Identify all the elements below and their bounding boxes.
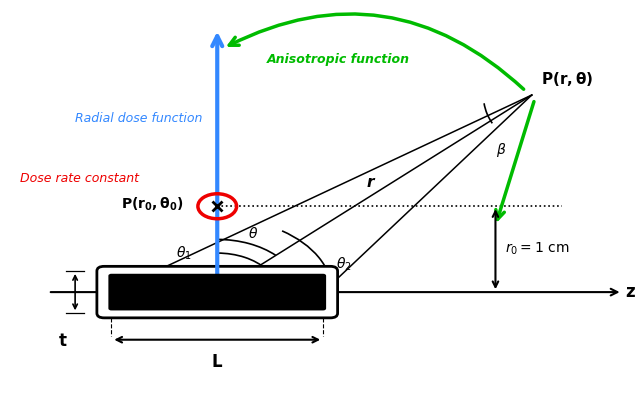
Text: L: L	[212, 353, 223, 371]
FancyBboxPatch shape	[108, 274, 326, 310]
Text: Radial dose function: Radial dose function	[74, 112, 202, 125]
Text: $\mathbf{P(r,\theta)}$: $\mathbf{P(r,\theta)}$	[541, 70, 593, 88]
Text: $\beta$: $\beta$	[496, 141, 507, 159]
Text: $\theta$: $\theta$	[248, 226, 259, 241]
FancyBboxPatch shape	[97, 266, 338, 318]
Text: t: t	[59, 332, 67, 350]
Text: Dose rate constant: Dose rate constant	[20, 173, 139, 185]
Text: Anisotropic function: Anisotropic function	[266, 53, 410, 66]
Text: $\mathbf{P(r_0,\theta_0)}$: $\mathbf{P(r_0,\theta_0)}$	[121, 196, 184, 213]
Text: $r_0 = 1\ \mathrm{cm}$: $r_0 = 1\ \mathrm{cm}$	[505, 241, 569, 257]
Text: r: r	[366, 175, 374, 190]
Text: $\theta_1$: $\theta_1$	[176, 244, 192, 262]
Text: $\theta_2$: $\theta_2$	[336, 256, 352, 274]
Text: z: z	[625, 283, 635, 301]
